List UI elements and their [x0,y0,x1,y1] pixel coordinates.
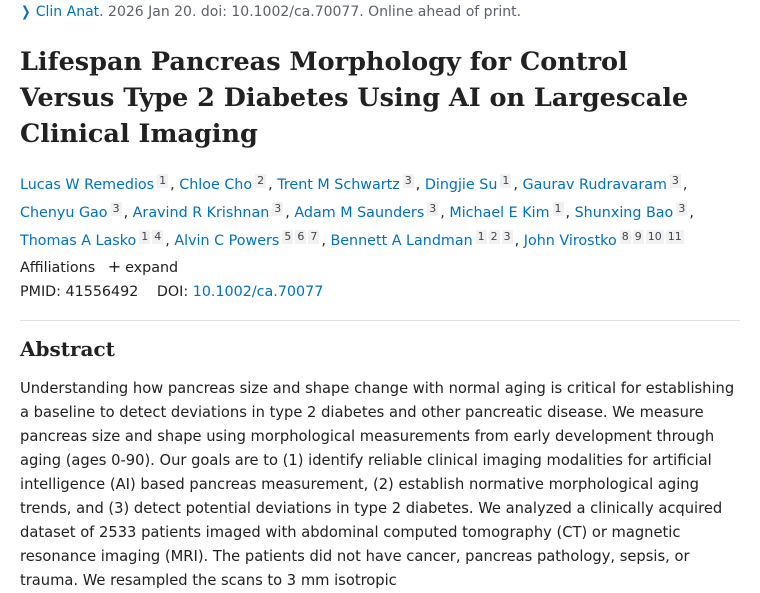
affiliation-ref-link[interactable]: 3 [676,202,688,216]
affiliation-ref-link[interactable]: 5 [282,230,294,244]
affiliation-ref-link[interactable]: 2 [488,230,500,244]
author-entry: Chloe Cho 2, [179,174,273,193]
author-link[interactable]: Gaurav Rudravaram [522,177,667,193]
affiliation-refs: 1 [552,202,566,216]
pmid-value: 41556492 [65,284,139,300]
author-link[interactable]: Dingjie Su [424,177,498,193]
author-link[interactable]: Thomas A Lasko [20,233,137,249]
author-separator: , [415,177,421,193]
author-link[interactable]: Alvin C Powers [174,233,280,249]
author-entry: John Virostko 8 9 10 11 [523,230,686,249]
author-entry: Alvin C Powers 5 6 7, [174,230,326,249]
affiliation-refs: 1 [157,174,170,188]
affiliations-label: Affiliations [20,260,96,276]
author-separator: , [689,205,694,221]
affiliation-ref-link[interactable]: 3 [669,174,681,188]
affiliation-ref-link[interactable]: 3 [110,202,122,216]
author-link[interactable]: Michael E Kim [449,205,550,221]
citation-line: ❯ Clin Anat. 2026 Jan 20. doi: 10.1002/ca… [20,4,521,20]
affiliation-refs: 1 [500,174,513,188]
author-separator: , [513,177,518,193]
affiliations-row: Affiliations + expand [20,257,178,276]
author-separator: , [682,177,688,193]
author-link[interactable]: Shunxing Bao [574,205,674,221]
section-divider [20,320,740,321]
affiliation-refs: 2 [255,174,268,188]
affiliation-refs: 8 9 10 11 [619,230,686,244]
plus-icon: + [107,257,122,276]
article-title: Lifespan Pancreas Morphology for Control… [20,47,689,149]
affiliation-refs: 3 [676,202,689,216]
affiliation-ref-link[interactable]: 9 [632,230,644,244]
affiliation-refs: 3 [272,202,285,216]
affiliation-ref-link[interactable]: 3 [501,230,513,244]
expand-label: expand [125,260,179,276]
affiliation-refs: 3 [427,202,440,216]
author-entry: Gaurav Rudravaram 3, [522,174,688,193]
affiliation-ref-link[interactable]: 2 [255,174,267,188]
author-entry: Shunxing Bao 3, [574,202,694,221]
author-entry: Thomas A Lasko 1 4, [20,230,170,249]
author-entry: Aravind R Krishnan 3, [132,202,290,221]
author-link[interactable]: Lucas W Remedios [20,177,155,193]
author-separator: , [165,233,170,249]
author-list: Lucas W Remedios 1, Chloe Cho 2, Trent M S… [20,169,745,253]
doi-label: DOI: [156,284,189,300]
author-link[interactable]: Chloe Cho [179,177,253,193]
affiliation-refs: 3 [669,174,683,188]
author-separator: , [514,233,520,249]
affiliation-ref-link[interactable]: 6 [295,230,307,244]
author-separator: , [268,177,273,193]
affiliation-ref-link[interactable]: 10 [645,230,664,244]
author-entry: Lucas W Remedios 1, [20,174,175,193]
author-separator: , [170,177,175,193]
affiliation-ref-link[interactable]: 3 [427,202,439,216]
affiliation-ref-link[interactable]: 3 [402,174,414,188]
affiliation-ref-link[interactable]: 7 [308,230,320,244]
author-link[interactable]: Chenyu Gao [20,205,108,221]
affiliation-ref-link[interactable]: 1 [475,230,487,244]
author-separator: , [123,205,129,221]
citation-details: 2026 Jan 20. doi: 10.1002/ca.70077. Onli… [103,4,522,20]
abstract-heading: Abstract [20,337,115,361]
abstract-text: Understanding how pancreas size and shap… [20,380,735,589]
affiliation-ref-link[interactable]: 1 [139,230,151,244]
chevron-right-icon: ❯ [21,4,31,20]
author-separator: , [440,205,445,221]
affiliation-ref-link[interactable]: 1 [500,174,512,188]
doi-link[interactable]: 10.1002/ca.70077 [192,284,324,300]
author-link[interactable]: Bennett A Landman [330,233,473,249]
author-link[interactable]: John Virostko [523,233,617,249]
affiliation-ref-link[interactable]: 1 [157,174,169,188]
author-entry: Chenyu Gao 3, [20,202,129,221]
author-link[interactable]: Aravind R Krishnan [132,205,270,221]
author-entry: Michael E Kim 1, [449,202,571,221]
affiliation-ref-link[interactable]: 4 [152,230,164,244]
affiliation-ref-link[interactable]: 8 [619,230,631,244]
journal-link[interactable]: Clin Anat. [35,4,104,20]
article-page: ❯ Clin Anat. 2026 Jan 20. doi: 10.1002/ca… [20,4,745,589]
affiliation-refs: 3 [110,202,124,216]
identifiers-row: PMID: 41556492 DOI: 10.1002/ca.70077 [20,284,323,300]
affiliation-refs: 3 [402,174,416,188]
affiliation-ref-link[interactable]: 3 [272,202,284,216]
author-entry: Dingjie Su 1, [424,174,518,193]
expand-affiliations-button[interactable]: + expand [107,257,179,276]
author-link[interactable]: Adam M Saunders [294,205,425,221]
author-link[interactable]: Trent M Schwartz [277,177,400,193]
author-separator: , [565,205,571,221]
pmid-label: PMID: [20,284,61,300]
author-separator: , [321,233,326,249]
affiliation-ref-link[interactable]: 11 [665,230,684,244]
affiliation-ref-link[interactable]: 1 [552,202,564,216]
author-entry: Bennett A Landman 1 2 3, [330,230,520,249]
author-entry: Trent M Schwartz 3, [277,174,421,193]
author-separator: , [285,205,290,221]
author-entry: Adam M Saunders 3, [294,202,445,221]
